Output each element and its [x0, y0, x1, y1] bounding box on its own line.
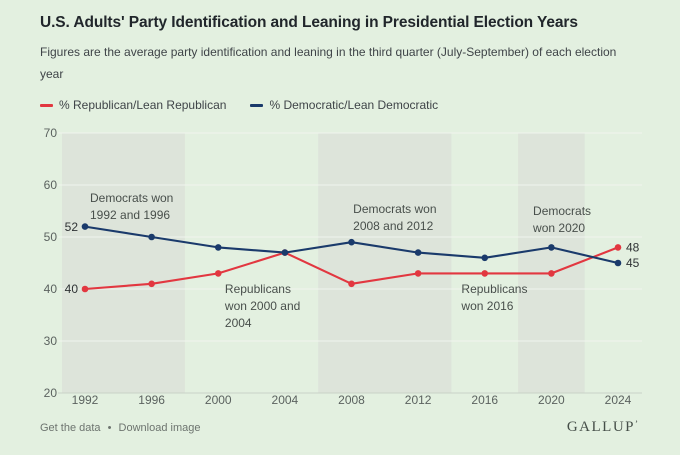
annotation-text: Democrats won 1992 and 1996	[90, 191, 173, 222]
start-value-label-republican: 40	[65, 282, 79, 296]
legend-item-republican: % Republican/Lean Republican	[40, 98, 226, 112]
chart-legend: % Republican/Lean Republican % Democrati…	[40, 98, 640, 112]
series-point-democratic	[148, 233, 155, 241]
end-value-label-democratic: 45	[626, 256, 640, 270]
x-axis-tick-label: 1992	[72, 393, 99, 407]
annotation-text: Democrats won 2020	[532, 204, 591, 235]
series-point-democratic	[81, 223, 89, 230]
series-point-republican	[148, 280, 155, 288]
y-axis-tick-label: 70	[44, 126, 58, 140]
series-point-democratic	[281, 249, 289, 256]
x-axis-tick-label: 1996	[138, 393, 165, 407]
series-point-democratic	[614, 259, 622, 267]
election-band	[518, 133, 585, 393]
download-image-link[interactable]: Download image	[118, 422, 201, 434]
series-point-democratic	[348, 238, 355, 246]
y-axis-tick-label: 40	[44, 282, 58, 296]
annotation-text: Republicans won 2000 and 2004	[224, 282, 300, 330]
legend-label-republican: % Republican/Lean Republican	[59, 98, 227, 112]
y-axis-tick-label: 30	[44, 334, 58, 348]
series-point-republican	[81, 285, 89, 293]
x-axis-tick-label: 2008	[338, 393, 365, 407]
series-point-republican	[348, 280, 355, 288]
democratic-line-swatch-icon	[250, 103, 264, 107]
series-point-republican	[214, 270, 222, 277]
x-axis-tick-label: 2012	[405, 393, 432, 407]
footer-links: Get the data • Download image	[40, 422, 200, 434]
end-value-label-republican: 48	[626, 241, 640, 255]
series-point-democratic	[548, 244, 555, 251]
series-point-republican	[481, 270, 489, 277]
x-axis-tick-label: 2000	[205, 393, 232, 407]
series-point-republican	[614, 244, 622, 251]
party-id-line-chart: 70 60 50 40 30 20 1992 1996 2000 2004 2008 2012 2016…	[44, 126, 642, 407]
y-axis-tick-label: 60	[44, 178, 58, 192]
x-axis-tick-label: 2020	[538, 393, 565, 407]
y-axis-tick-label: 50	[44, 230, 58, 244]
y-axis-tick-label: 20	[44, 386, 58, 400]
series-point-democratic	[481, 254, 489, 262]
x-axis-tick-label: 2024	[605, 393, 632, 407]
gallup-logo: GALLUP’	[566, 419, 638, 435]
get-the-data-link[interactable]: Get the data	[40, 422, 101, 434]
series-point-republican	[414, 270, 422, 277]
legend-label-democratic: % Democratic/Lean Democratic	[269, 98, 439, 112]
start-value-label-democratic: 52	[65, 220, 79, 234]
series-point-democratic	[414, 249, 422, 256]
election-band	[62, 133, 185, 393]
link-separator: •	[107, 422, 112, 434]
chart-subtitle: Figures are the average party identifica…	[40, 45, 617, 81]
series-point-republican	[548, 270, 555, 277]
chart-footer: Get the data • Download image GALLUP’	[40, 419, 638, 436]
annotation-text: Democrats won 2008 and 2012	[353, 202, 436, 233]
x-axis-tick-label: 2016	[471, 393, 498, 407]
chart-header: U.S. Adults' Party Identification and Le…	[0, 0, 680, 112]
gallup-trademark: ’	[635, 419, 638, 429]
election-band	[318, 133, 452, 393]
annotation-text: Republicans won 2016	[460, 282, 527, 313]
legend-item-democratic: % Democratic/Lean Democratic	[250, 98, 438, 112]
republican-line-swatch-icon	[40, 103, 53, 107]
chart-title: U.S. Adults' Party Identification and Le…	[40, 14, 578, 31]
x-axis-tick-label: 2004	[272, 393, 299, 407]
series-point-democratic	[214, 244, 222, 251]
